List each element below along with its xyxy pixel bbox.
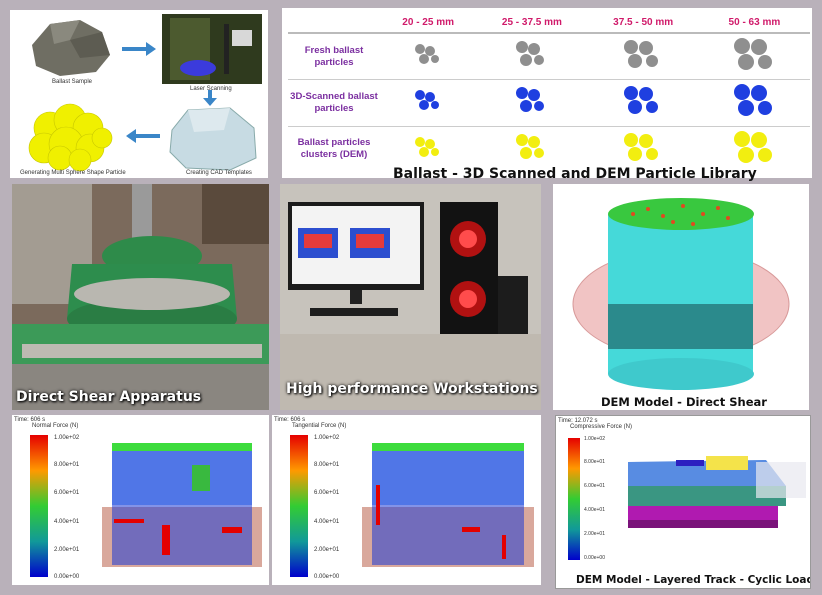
force-tick-label: 6.00e+01 [54, 490, 80, 496]
table-header-row: 20 - 25 mm 25 - 37.5 mm 37.5 - 50 mm 50 … [288, 12, 810, 34]
track-plot-title: Compressive Force (N) [570, 424, 633, 430]
force-legend-bar [568, 438, 580, 560]
dem-direct-shear-caption: DEM Model - Direct Shear [601, 395, 767, 409]
apparatus-photo [12, 184, 269, 410]
direct-shear-apparatus-caption: Direct Shear Apparatus [16, 389, 202, 405]
force-tick-label: 2.00e+01 [314, 547, 340, 553]
force-tick-label: 8.00e+01 [54, 462, 80, 468]
particle-image [415, 136, 440, 157]
ballast-sample-image [32, 20, 110, 76]
row-label: Ballast particles clusters (DEM) [288, 125, 380, 172]
cad-templates-label: Creating CAD Templates [186, 170, 252, 176]
particle-cell [380, 79, 477, 127]
particle-cell [476, 125, 588, 172]
workstation-photo [280, 184, 541, 410]
particle-cell [698, 125, 810, 172]
particle-cell [698, 79, 810, 127]
particle-image [624, 40, 659, 69]
particle-cell [587, 79, 699, 127]
force-tick-label: 8.00e+01 [314, 462, 340, 468]
particle-image [734, 84, 773, 117]
force-tick-label: 4.00e+01 [54, 519, 80, 525]
particle-cell [587, 125, 699, 172]
normal-force-time: Time: 606 s [14, 417, 46, 423]
tangential-force-plot [290, 435, 534, 577]
workflow-panel: Ballast Sample Laser Scanning Creating C… [10, 10, 268, 178]
particle-cell [380, 125, 477, 172]
particle-library-table: 20 - 25 mm 25 - 37.5 mm 37.5 - 50 mm 50 … [288, 12, 810, 172]
dem-direct-shear-model [572, 198, 790, 390]
workstations-panel: High performance Workstations [280, 184, 541, 410]
normal-force-title: Normal Force (N) [32, 423, 79, 429]
table-row: Fresh ballast particles [288, 32, 810, 80]
arrow-left-icon [126, 129, 160, 143]
column-header: 50 - 63 mm [698, 12, 810, 34]
force-tick-label: 0.00e+00 [584, 555, 605, 561]
force-tick-label: 4.00e+01 [584, 507, 605, 513]
force-legend-bar [30, 435, 48, 577]
force-tick-label: 2.00e+01 [584, 531, 605, 537]
column-header: 37.5 - 50 mm [587, 12, 699, 34]
particle-cell [476, 32, 588, 80]
particle-cell [698, 32, 810, 80]
tangential-force-title: Tangential Force (N) [292, 423, 347, 429]
normal-force-panel: Time: 606 s Normal Force (N) 1.00e+02 8.… [12, 415, 269, 585]
arrow-down-icon [203, 90, 217, 106]
track-plot-time: Time: 12.072 s [558, 418, 598, 424]
library-caption: Ballast - 3D Scanned and DEM Particle Li… [393, 166, 757, 182]
table-row: Ballast particles clusters (DEM) [288, 125, 810, 172]
cad-template-image [169, 107, 257, 171]
force-tick-label: 6.00e+01 [314, 490, 340, 496]
particle-cell [380, 32, 477, 80]
arrow-right-icon [122, 42, 156, 56]
particle-image [624, 132, 659, 161]
multi-sphere-label: Generating Multi Sphere Shape Particle [20, 170, 126, 176]
force-tick-label: 1.00e+02 [314, 435, 340, 441]
force-legend-bar [290, 435, 308, 577]
layered-track-model [568, 438, 806, 560]
tangential-force-time: Time: 606 s [274, 417, 306, 423]
force-tick-label: 6.00e+01 [584, 483, 605, 489]
tangential-force-panel: Time: 606 s Tangential Force (N) 1.00e+0… [272, 415, 541, 585]
particle-image [624, 86, 659, 115]
particle-image [515, 133, 544, 159]
force-tick-label: 1.00e+02 [54, 435, 80, 441]
laser-scanning-label: Laser Scanning [190, 86, 232, 92]
particle-image [515, 41, 544, 67]
workstations-caption: High performance Workstations [286, 381, 538, 397]
ballast-sample-label: Ballast Sample [52, 79, 93, 85]
particle-image [734, 38, 773, 71]
force-tick-label: 2.00e+01 [54, 547, 80, 553]
force-tick-label: 8.00e+01 [584, 459, 605, 465]
workflow-diagram [28, 14, 262, 172]
particle-image [515, 87, 544, 113]
force-tick-label: 0.00e+00 [54, 574, 80, 580]
row-label: 3D-Scanned ballast particles [288, 79, 380, 127]
dem-direct-shear-panel: DEM Model - Direct Shear [553, 184, 809, 410]
layered-track-caption: DEM Model - Layered Track - Cyclic Load [576, 574, 811, 586]
normal-force-plot [30, 435, 262, 577]
particle-image [415, 44, 440, 65]
particle-cell [476, 79, 588, 127]
particle-cell [587, 32, 699, 80]
force-tick-label: 1.00e+02 [584, 436, 605, 442]
multi-sphere-particle-image [28, 103, 113, 172]
table-row: 3D-Scanned ballast particles [288, 79, 810, 127]
column-header: 25 - 37.5 mm [476, 12, 588, 34]
layered-track-panel: Time: 12.072 s Compressive Force (N) 1.0… [555, 415, 811, 589]
force-tick-label: 0.00e+00 [314, 574, 340, 580]
particle-library-panel: 20 - 25 mm 25 - 37.5 mm 37.5 - 50 mm 50 … [282, 8, 812, 178]
laser-scanning-image [162, 14, 262, 84]
direct-shear-apparatus-panel: Direct Shear Apparatus [12, 184, 269, 410]
particle-image [415, 90, 440, 111]
column-header: 20 - 25 mm [380, 12, 477, 34]
row-label: Fresh ballast particles [288, 32, 380, 80]
force-tick-label: 4.00e+01 [314, 519, 340, 525]
particle-image [734, 130, 773, 163]
